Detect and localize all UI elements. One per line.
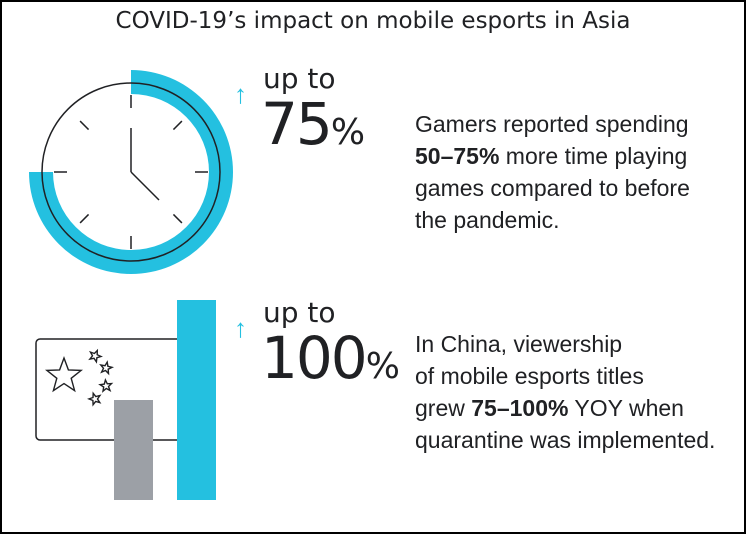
up-arrow-icon: ↑ xyxy=(234,313,247,343)
page-title: COVID-19’s impact on mobile esports in A… xyxy=(115,8,631,34)
star-icon xyxy=(87,391,102,407)
stat2-description: In China, viewership of mobile esports t… xyxy=(415,328,715,456)
desc-line: of mobile esports titles xyxy=(415,363,644,389)
desc-line: quarantine was implemented. xyxy=(415,427,716,453)
clock-ticks xyxy=(54,95,208,249)
desc-line: grew 75–100% YOY when xyxy=(415,392,715,424)
stat1-value: 75% xyxy=(261,95,366,153)
stat1-number: 75 xyxy=(261,90,333,158)
stat2-number: 100 xyxy=(261,324,368,392)
clock-tick xyxy=(79,213,90,224)
star-icon xyxy=(99,360,115,376)
desc-line: the pandemic. xyxy=(415,207,560,233)
clock-tick xyxy=(79,120,90,131)
stat2-unit: % xyxy=(365,346,400,387)
desc-line: 50–75% more time playing xyxy=(415,140,690,172)
stat1-description: Gamers reported spending 50–75% more tim… xyxy=(415,108,690,236)
clock-icon xyxy=(29,70,233,274)
desc-line: In China, viewership xyxy=(415,331,623,357)
flag-stars xyxy=(44,348,115,407)
desc-text: grew xyxy=(415,395,472,421)
stat1-unit: % xyxy=(330,112,366,153)
clock-face xyxy=(41,82,221,262)
clock-minute-hand xyxy=(130,171,160,201)
bar-before xyxy=(114,400,153,500)
desc-bold: 50–75% xyxy=(415,143,500,169)
desc-text: more time playing xyxy=(499,143,688,169)
desc-text: YOY when xyxy=(568,395,684,421)
stat2-prefix: up to xyxy=(263,296,336,329)
clock-tick xyxy=(172,213,183,224)
star-icon xyxy=(44,355,84,393)
stat1-prefix: up to xyxy=(263,62,336,95)
clock-tick xyxy=(172,120,183,131)
star-icon xyxy=(98,378,114,393)
bar-after xyxy=(177,300,216,500)
star-icon xyxy=(88,348,103,364)
desc-bold: 75–100% xyxy=(471,395,569,421)
up-arrow-icon: ↑ xyxy=(234,79,247,109)
desc-line: games compared to before xyxy=(415,175,690,201)
stat2-value: 100% xyxy=(261,329,400,387)
desc-line: Gamers reported spending xyxy=(415,111,689,137)
